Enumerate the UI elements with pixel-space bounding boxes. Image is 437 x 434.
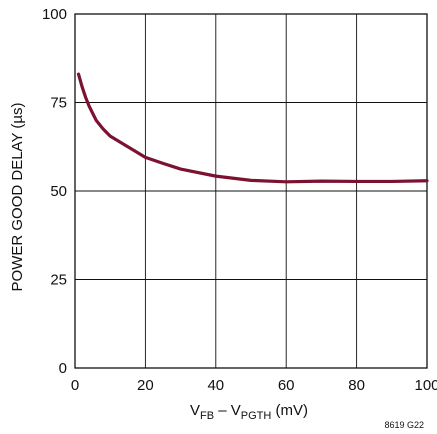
x-tick-label: 20 xyxy=(137,377,154,394)
x-axis-label-subscript: PGTH xyxy=(241,410,272,422)
x-axis-label-subscript: FB xyxy=(200,410,214,422)
x-tick-label: 0 xyxy=(71,377,79,394)
y-tick-label: 100 xyxy=(42,6,67,23)
x-axis-label-part: – V xyxy=(214,402,241,419)
x-axis-label-part: V xyxy=(190,402,200,419)
x-tick-label: 80 xyxy=(348,377,365,394)
figure-note: 8619 G22 xyxy=(384,420,424,430)
y-tick-label: 0 xyxy=(59,360,67,377)
grid-lines xyxy=(75,14,427,368)
x-axis-label: VFB – VPGTH (mV) xyxy=(190,402,308,422)
y-tick-labels: 0 25 50 75 100 xyxy=(42,6,67,377)
y-tick-label: 75 xyxy=(50,95,67,112)
y-tick-label: 50 xyxy=(50,183,67,200)
y-axis-label: POWER GOOD DELAY (µs) xyxy=(9,103,26,292)
series-line xyxy=(76,72,429,184)
x-tick-labels: 0 20 40 60 80 100 xyxy=(71,377,437,394)
x-tick-label: 40 xyxy=(207,377,224,394)
x-axis-label-part: (mV) xyxy=(271,402,308,419)
y-tick-label: 25 xyxy=(50,272,67,289)
x-tick-label: 100 xyxy=(414,377,437,394)
x-tick-label: 60 xyxy=(278,377,295,394)
plot-frame xyxy=(74,13,428,369)
